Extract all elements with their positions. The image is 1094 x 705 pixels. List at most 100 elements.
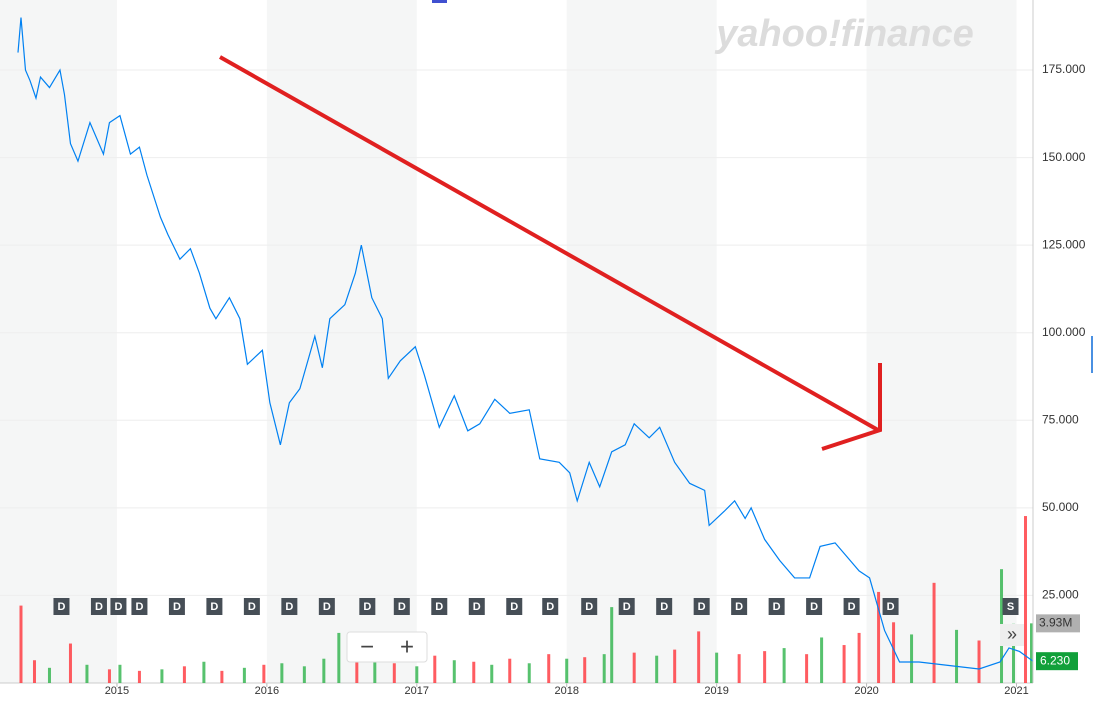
volume-bar (118, 664, 122, 683)
event-marker (693, 598, 710, 615)
top-marker (432, 0, 447, 3)
event-label: D (848, 601, 856, 613)
volume-bar (1024, 516, 1028, 683)
event-marker (131, 598, 148, 615)
event-label: D (114, 601, 122, 613)
volume-bar (19, 605, 23, 683)
trend-arrow (219, 55, 879, 432)
event-label: D (546, 601, 554, 613)
year-band (266, 0, 417, 683)
volume-bar (782, 648, 786, 683)
event-marker (168, 598, 185, 615)
event-label: D (285, 601, 293, 613)
event-label: D (57, 601, 65, 613)
event-marker (731, 598, 748, 615)
event-label: D (323, 601, 331, 613)
year-band (0, 0, 117, 683)
volume-bar (280, 663, 284, 683)
x-tick-label: 2016 (255, 685, 279, 697)
event-label: D (698, 601, 706, 613)
current-price-box (1036, 652, 1078, 671)
volume-bar (47, 667, 51, 683)
volume-bar (932, 582, 936, 683)
event-marker (843, 598, 860, 615)
y-tick-label: 75.000 (1042, 412, 1079, 426)
event-label: D (660, 601, 668, 613)
event-label: D (363, 601, 371, 613)
event-label: D (887, 601, 895, 613)
volume-bar (160, 669, 164, 683)
volume-bar (452, 660, 456, 683)
current-volume-box (1036, 614, 1080, 633)
event-marker (393, 598, 410, 615)
volume-bar (877, 591, 881, 683)
event-marker (581, 598, 598, 615)
volume-bar (583, 657, 587, 683)
watermark: yahoo!finance (714, 13, 974, 55)
y-tick-label: 125.000 (1042, 237, 1086, 251)
volume-bar (697, 631, 701, 683)
y-tick-label: 175.000 (1042, 62, 1086, 76)
volume-bar (673, 649, 677, 683)
volume-bar (602, 654, 606, 683)
event-label: D (623, 601, 631, 613)
volume-bar (302, 666, 306, 683)
event-marker (468, 598, 485, 615)
volume-bar (322, 658, 326, 683)
volume-bar (805, 654, 809, 683)
event-label: D (585, 601, 593, 613)
volume-bar (955, 629, 959, 683)
event-label: D (473, 601, 481, 613)
event-marker (1002, 598, 1019, 615)
event-marker (110, 598, 127, 615)
event-marker (90, 598, 107, 615)
volume-bar (763, 651, 767, 683)
event-marker (243, 598, 260, 615)
x-tick-label: 2018 (554, 685, 578, 697)
volume-bar (337, 632, 341, 683)
volume-bar (1030, 623, 1034, 683)
x-tick-label: 2019 (704, 685, 728, 697)
event-label: D (135, 601, 143, 613)
event-label: D (95, 601, 103, 613)
volume-bar (842, 645, 846, 683)
event-marker (206, 598, 223, 615)
volume-bar (355, 652, 359, 683)
event-label: D (210, 601, 218, 613)
volume-bar (242, 667, 246, 683)
volume-bar (977, 640, 981, 683)
volume-bar (85, 664, 89, 683)
event-marker (431, 598, 448, 615)
volume-bar (857, 632, 861, 683)
volume-bar (632, 652, 636, 683)
y-tick-label: 100.000 (1042, 325, 1086, 339)
volume-bar (655, 655, 659, 683)
volume-bar (565, 658, 569, 683)
volume-bar (715, 652, 719, 683)
event-marker (506, 598, 523, 615)
zoom-out[interactable]: − (360, 633, 374, 660)
volume-bar (415, 666, 419, 683)
volume-bar (202, 661, 206, 683)
current-volume-label: 3.93M (1039, 616, 1072, 630)
event-marker (53, 598, 70, 615)
event-marker (618, 598, 635, 615)
volume-bar (490, 664, 494, 683)
event-label: D (510, 601, 518, 613)
volume-bar (472, 661, 476, 683)
event-marker (806, 598, 823, 615)
event-label: D (398, 601, 406, 613)
event-label: D (810, 601, 818, 613)
price-line (17, 17, 1034, 670)
volume-bar (1012, 623, 1016, 683)
expand-icon[interactable]: » (1007, 624, 1017, 644)
expand-button[interactable] (1000, 624, 1024, 646)
volume-bar (32, 660, 36, 683)
volume-bar (433, 655, 437, 683)
event-label: D (173, 601, 181, 613)
volume-bar (547, 654, 551, 683)
zoom-in[interactable]: + (400, 633, 414, 660)
volume-bar (68, 643, 72, 683)
event-marker (318, 598, 335, 615)
